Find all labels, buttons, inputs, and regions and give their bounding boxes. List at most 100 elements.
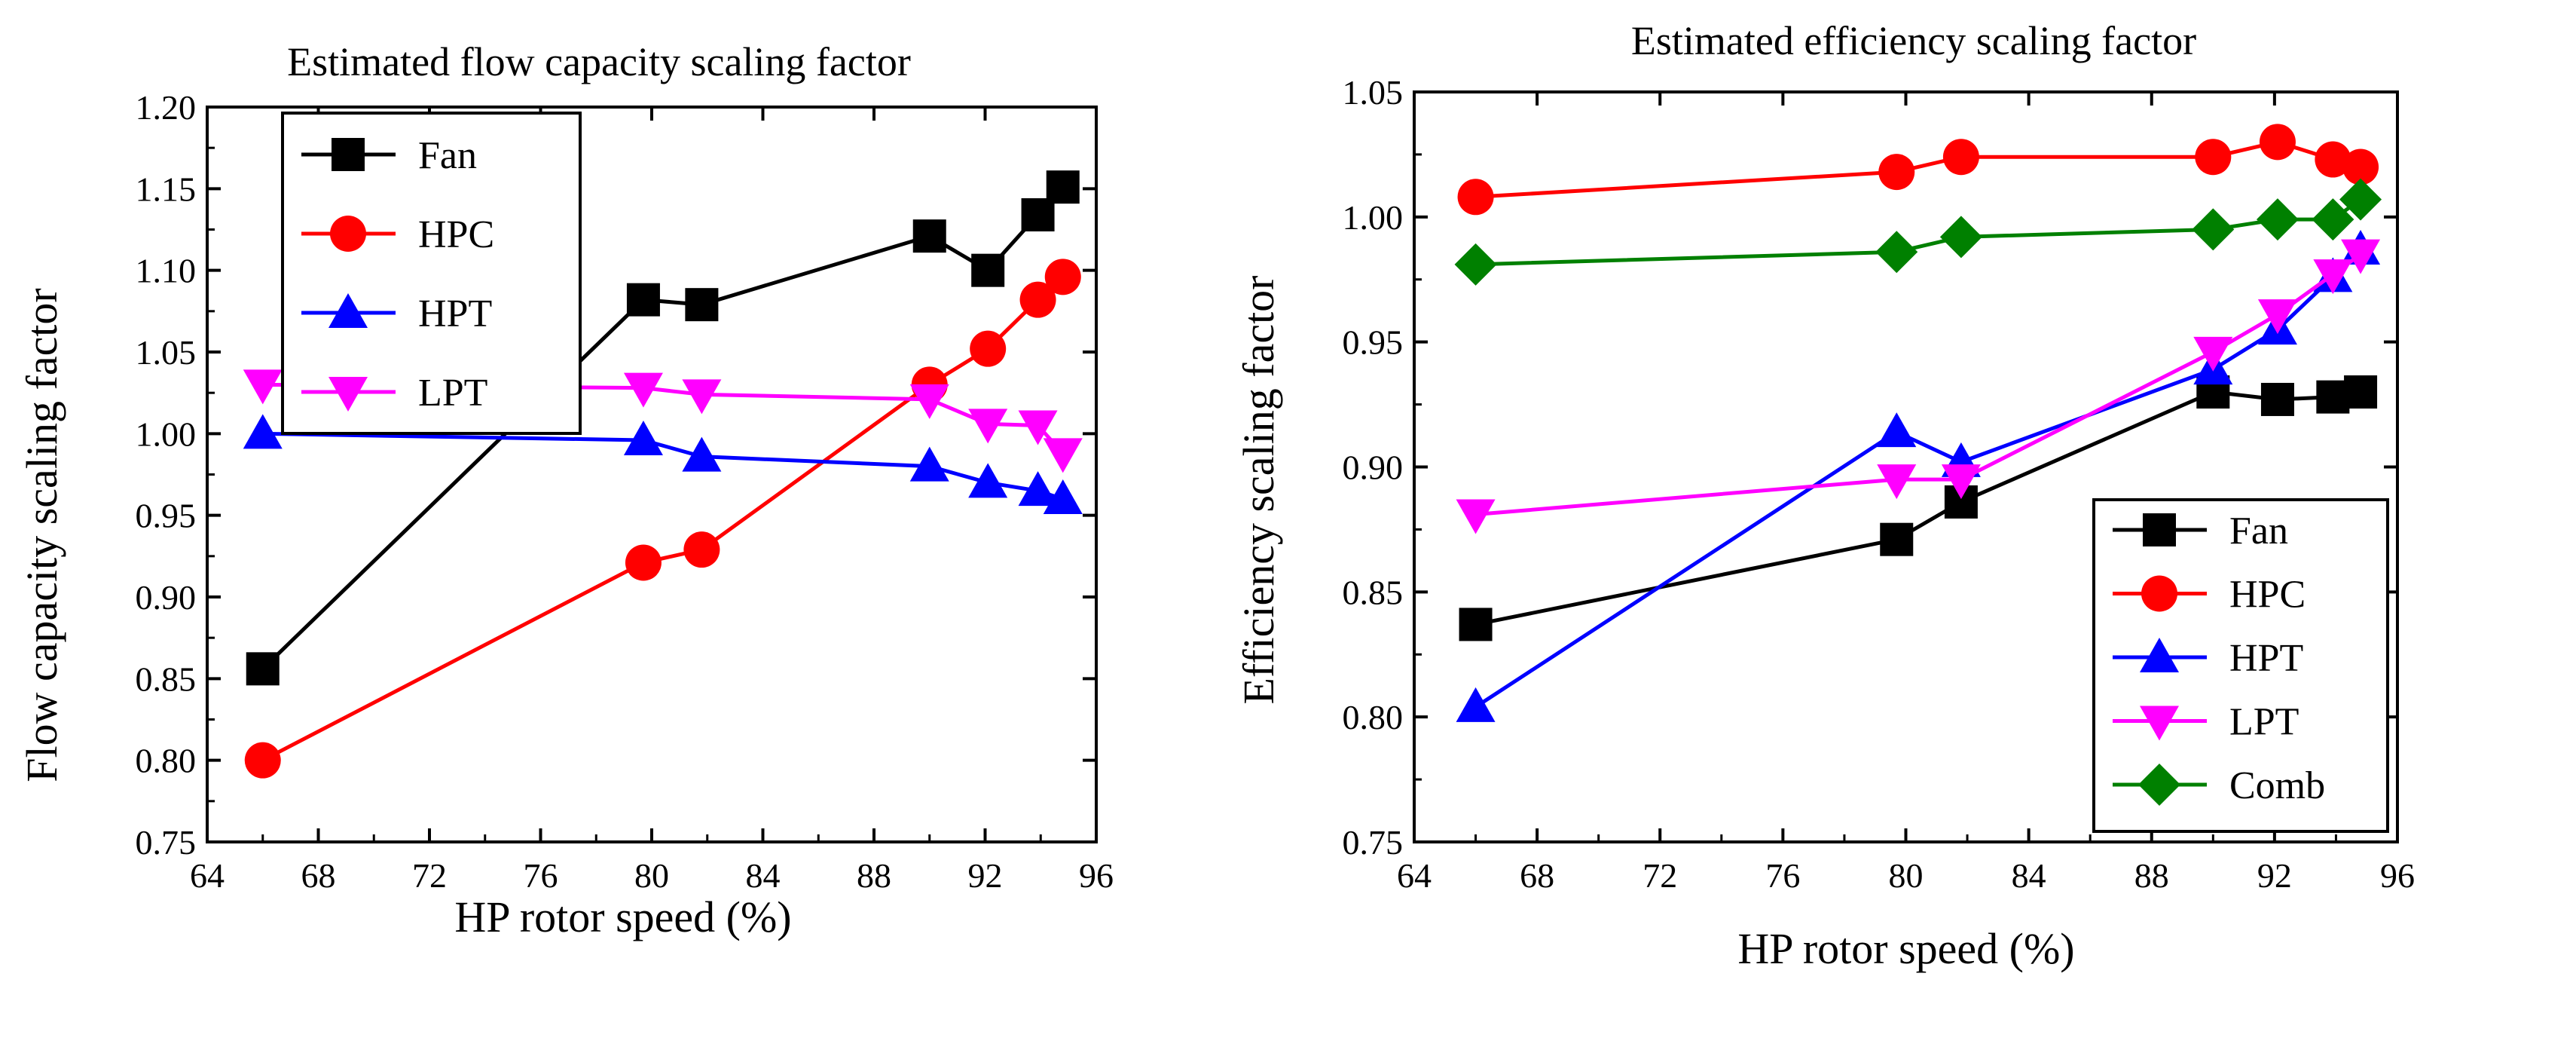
- legend-marker-fan: [332, 138, 365, 171]
- data-point-hpc: [1457, 179, 1494, 216]
- legend-marker-hpt: [2140, 638, 2179, 672]
- legend-label-comb: Comb: [2229, 764, 2325, 807]
- y-tick-label: 0.75: [1343, 823, 1404, 862]
- data-point-hpt: [1018, 471, 1058, 507]
- legend-marker-fan: [2143, 513, 2176, 546]
- flow-capacity-chart: Estimated flow capacity scaling factor H…: [17, 39, 1114, 941]
- data-point-hpt: [909, 446, 949, 482]
- data-point-lpt: [2257, 299, 2297, 335]
- data-point-fan: [912, 219, 946, 253]
- data-point-lpt: [1043, 438, 1083, 473]
- data-point-hpc: [2195, 139, 2232, 176]
- y-tick-label: 0.85: [1343, 573, 1404, 611]
- chart-title: Estimated efficiency scaling factor: [1631, 18, 2196, 63]
- efficiency-chart: Estimated efficiency scaling factor HP r…: [1234, 18, 2415, 973]
- data-point-comb: [1939, 216, 1982, 259]
- data-point-fan: [2260, 382, 2294, 416]
- legend-label-lpt: LPT: [2229, 701, 2299, 744]
- data-point-hpc: [2259, 124, 2296, 161]
- x-tick-label: 92: [968, 856, 1003, 895]
- data-point-hpc: [2315, 141, 2351, 178]
- legend-label-hpc: HPC: [2229, 574, 2306, 617]
- data-point-hpt: [243, 414, 283, 449]
- x-tick-label: 84: [2012, 856, 2046, 895]
- x-axis-label: HP rotor speed (%): [454, 892, 791, 941]
- x-tick-label: 88: [857, 856, 891, 895]
- data-point-lpt: [1018, 410, 1058, 445]
- x-tick-label: 72: [412, 856, 447, 895]
- x-tick-label: 72: [1642, 856, 1677, 895]
- data-point-fan: [685, 288, 719, 322]
- x-tick-label: 64: [1397, 856, 1432, 895]
- x-tick-label: 68: [1520, 856, 1554, 895]
- data-point-lpt: [1456, 499, 1496, 534]
- data-point-comb: [2192, 208, 2235, 251]
- legend-marker-hpt: [328, 293, 368, 328]
- data-point-hpc: [1044, 259, 1081, 295]
- legend-label-lpt: LPT: [418, 372, 487, 415]
- data-point-lpt: [623, 372, 663, 408]
- x-tick-label: 64: [190, 856, 225, 895]
- plot-area: 64 68 72 76 80 84 88 92 96 0.75 0.80 0.85 0.90 0.95 1.…: [1343, 73, 2416, 895]
- legend-label-hpt: HPT: [2229, 637, 2303, 680]
- y-tick-label: 0.90: [1343, 448, 1404, 487]
- y-tick-label: 0.80: [136, 742, 197, 780]
- legend-marker-lpt: [328, 377, 368, 412]
- data-point-fan: [246, 652, 280, 686]
- y-tick-label: 1.05: [136, 333, 197, 372]
- y-tick-label: 0.80: [1343, 698, 1404, 736]
- data-point-hpc: [1878, 154, 1915, 191]
- data-point-hpc: [683, 531, 720, 568]
- data-point-lpt: [968, 409, 1008, 444]
- data-point-fan: [1021, 198, 1055, 231]
- y-axis-label: Flow capacity scaling factor: [17, 288, 66, 782]
- x-axis-label: HP rotor speed (%): [1737, 924, 2074, 973]
- y-tick-label: 0.85: [136, 660, 197, 698]
- data-point-fan: [971, 253, 1005, 287]
- y-tick-label: 1.00: [136, 415, 197, 453]
- legend-marker-hpc: [2141, 575, 2177, 612]
- data-point-hpt: [623, 421, 663, 455]
- y-tick-label: 1.05: [1343, 73, 1404, 112]
- data-point-lpt: [1877, 464, 1917, 500]
- data-point-comb: [2256, 198, 2299, 241]
- legend-box: [2092, 498, 2389, 833]
- y-tick-label: 0.95: [136, 497, 197, 535]
- y-tick-label: 0.75: [136, 823, 197, 862]
- data-point-hpc: [244, 742, 281, 779]
- data-point-comb: [1875, 231, 1918, 274]
- x-tick-label: 76: [1765, 856, 1800, 895]
- data-point-hpt: [1877, 412, 1917, 448]
- legend-label-hpt: HPT: [418, 292, 492, 335]
- data-point-hpc: [2342, 148, 2379, 185]
- data-point-fan: [1046, 170, 1080, 204]
- x-tick-label: 68: [301, 856, 336, 895]
- legend-marker-hpc: [330, 216, 366, 252]
- data-point-lpt: [243, 369, 283, 405]
- x-tick-label: 96: [1079, 856, 1114, 895]
- data-point-hpc: [1019, 281, 1056, 318]
- plot-area: 64 68 72 76 80 84 88 92 96 0.75 0.80 0.85 0.90 0.95 1.…: [136, 88, 1114, 895]
- x-tick-label: 80: [1889, 856, 1924, 895]
- chart-title: Estimated flow capacity scaling factor: [287, 39, 911, 84]
- x-tick-label: 88: [2134, 856, 2169, 895]
- data-point-lpt: [909, 384, 949, 419]
- data-point-fan: [1880, 522, 1914, 556]
- data-point-hpt: [682, 436, 722, 472]
- x-tick-label: 80: [634, 856, 669, 895]
- legend-label-hpc: HPC: [418, 213, 494, 256]
- legend-label-fan: Fan: [418, 134, 477, 177]
- y-tick-label: 0.95: [1343, 323, 1404, 362]
- data-point-lpt: [2313, 259, 2353, 295]
- y-tick-label: 1.10: [136, 252, 197, 290]
- data-point-fan: [1459, 608, 1493, 641]
- legend-marker-lpt: [2140, 706, 2179, 741]
- data-point-comb: [2339, 178, 2382, 221]
- y-tick-label: 1.15: [136, 170, 197, 208]
- data-point-lpt: [682, 379, 722, 415]
- data-point-lpt: [1941, 464, 1981, 500]
- data-point-hpt: [1456, 687, 1496, 722]
- data-point-fan: [2344, 375, 2378, 409]
